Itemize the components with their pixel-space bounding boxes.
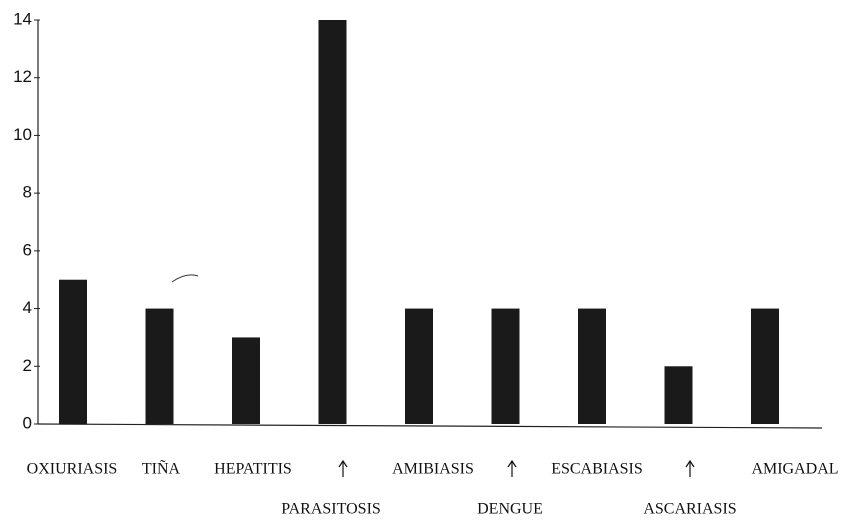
scan-mark xyxy=(171,274,199,283)
bar xyxy=(491,308,520,424)
x-tick-label: TIÑA xyxy=(142,460,181,478)
y-tick-label: 2 xyxy=(23,356,32,375)
x-tick-label: DENGUE xyxy=(477,501,543,518)
x-tick-label: AMIGADAL xyxy=(751,461,838,478)
bar xyxy=(578,308,606,424)
x-tick-label: HEPATITIS xyxy=(214,461,292,478)
bar xyxy=(59,279,87,424)
y-tick-label: 0 xyxy=(23,413,32,432)
arrow-head xyxy=(507,459,517,468)
bar xyxy=(318,20,347,424)
y-tick-label: 12 xyxy=(13,67,32,86)
y-tick-label: 4 xyxy=(23,298,32,317)
x-tick-label: OXIURIASIS xyxy=(27,461,118,478)
y-tick-label: 14 xyxy=(13,9,32,28)
x-tick-label: AMIBIASIS xyxy=(392,461,474,478)
y-tick-label: 10 xyxy=(13,125,32,144)
x-tick-label: PARASITOSIS xyxy=(281,501,381,518)
bar xyxy=(145,308,174,424)
bar xyxy=(751,308,779,424)
arrow-head xyxy=(338,459,348,468)
bar xyxy=(664,366,693,424)
x-axis xyxy=(37,423,823,429)
arrow-head xyxy=(685,459,695,468)
y-tick-label: 8 xyxy=(23,183,32,202)
x-tick-label: ASCARIASIS xyxy=(643,501,736,518)
bar xyxy=(405,308,433,424)
x-tick-label: ESCABIASIS xyxy=(551,461,643,478)
y-tick-label: 6 xyxy=(23,240,32,259)
bar xyxy=(232,337,260,424)
